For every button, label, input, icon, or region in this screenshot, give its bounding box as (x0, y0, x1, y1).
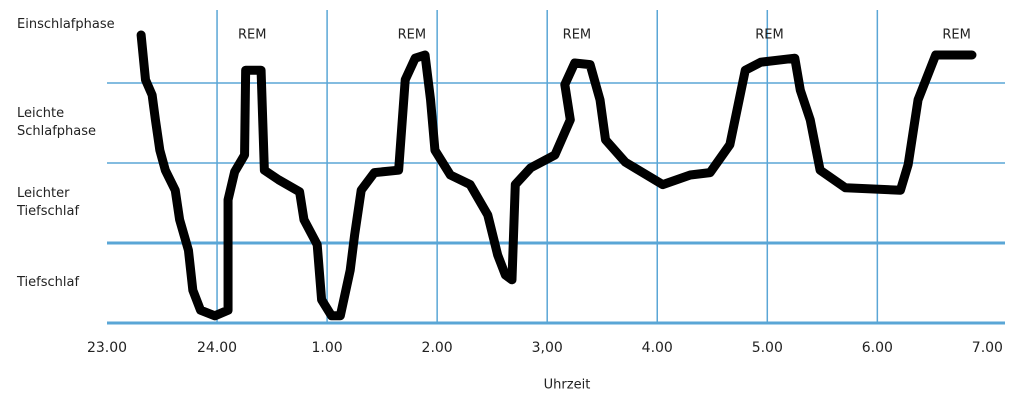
x-tick-label: 24.00 (197, 340, 237, 356)
y-tick-label: Einschlafphase (17, 17, 115, 32)
x-tick-label: 7.00 (972, 340, 1003, 356)
annotation: REM (563, 28, 591, 43)
sleep-curve (136, 30, 977, 321)
annotation: REM (238, 28, 266, 43)
x-axis-label: Uhrzeit (544, 378, 591, 393)
x-tick-label: 5.00 (752, 340, 783, 356)
y-tick-label: Leichte Schlafphase (17, 106, 97, 139)
annotation: REM (942, 28, 970, 43)
x-tick-label: 23.00 (87, 340, 127, 356)
x-tick-label: 3,00 (532, 340, 563, 356)
x-tick-label: 6.00 (862, 340, 893, 356)
annotation: REM (755, 28, 783, 43)
y-tick-label: Leichter Tiefschlaf (17, 186, 80, 219)
annotation: REM (398, 28, 426, 43)
x-tick-label: 1.00 (312, 340, 343, 356)
x-tick-label: 2.00 (422, 340, 453, 356)
x-tick-label: 4.00 (642, 340, 673, 356)
y-tick-label: Tiefschlaf (17, 275, 80, 290)
